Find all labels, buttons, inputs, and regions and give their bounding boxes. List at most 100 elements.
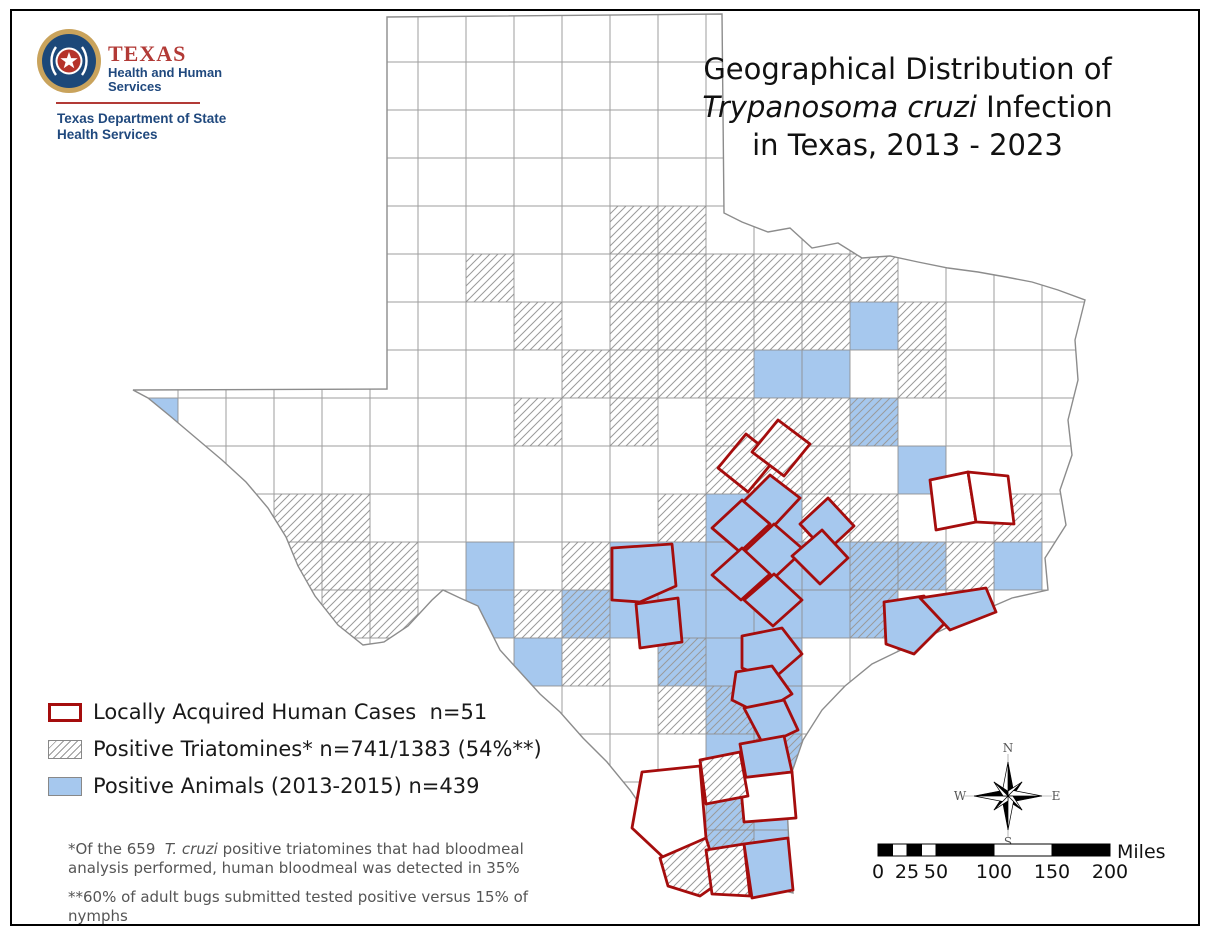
human-case-county-outline	[966, 470, 1016, 526]
human-case-county-outline	[742, 698, 800, 748]
triatomine-positive-county-cell	[322, 542, 370, 590]
red-outline-swatch-icon	[48, 702, 82, 722]
human-case-county-fill	[968, 472, 1014, 524]
compass-west-label: W	[954, 789, 967, 803]
triatomine-positive-county-cell	[898, 350, 946, 398]
triatomine-overlay-cell	[562, 590, 610, 638]
human-case-county-outline	[610, 542, 678, 604]
human-case-county-outline	[698, 750, 750, 806]
compass-north-label: N	[1003, 741, 1014, 755]
human-case-county-fill	[744, 700, 798, 746]
human-case-county-fill	[884, 596, 944, 654]
human-case-county-outline	[750, 418, 812, 478]
human-case-county-fill	[632, 766, 706, 858]
scale-bar-segment	[1051, 843, 1111, 857]
hatched-swatch-icon	[48, 739, 82, 759]
human-case-county-fill	[744, 838, 793, 898]
triatomine-positive-county-cell	[610, 302, 658, 350]
triatomine-positive-county-cell	[274, 494, 322, 542]
animal-positive-county-cell	[514, 638, 562, 686]
animal-positive-county-cell	[466, 542, 514, 590]
triatomine-overlay-cell	[850, 398, 898, 446]
human-case-county-outline	[704, 842, 752, 898]
human-case-county-outline	[710, 546, 772, 602]
triatomine-positive-county-cell	[610, 398, 658, 446]
scale-bar-segment	[935, 843, 995, 857]
triatomine-positive-county-cell	[706, 254, 754, 302]
scale-bar-tick-label: 0	[872, 861, 884, 883]
scale-bar-tick-label: 200	[1092, 861, 1128, 883]
map-title-species-italic: Trypanosoma cruzi	[702, 90, 977, 124]
triatomine-positive-county-cell	[514, 302, 562, 350]
logo-department-name: Texas Department of State Health Service…	[57, 111, 226, 143]
human-case-county-fill	[740, 772, 796, 822]
triatomine-positive-county-cell	[802, 302, 850, 350]
triatomine-positive-county-cell	[850, 494, 898, 542]
animal-positive-county-cell	[133, 398, 178, 446]
scale-bar-segment	[877, 843, 893, 857]
triatomine-positive-county-cell	[658, 254, 706, 302]
human-case-county-outline	[742, 572, 804, 628]
footnote1-pre: *Of the 659	[68, 840, 165, 858]
scale-bar-segment	[921, 843, 937, 857]
legend-item-triatomines: Positive Triatomines* n=741/1383 (54%**)	[48, 736, 542, 762]
triatomine-positive-county-cell	[706, 350, 754, 398]
human-case-county-fill	[930, 472, 976, 530]
logo-agency-subname: Health and Human Services	[108, 66, 222, 94]
human-case-county-outline	[710, 498, 772, 554]
footnote1-post: positive triatomines that had bloodmeal …	[68, 840, 529, 877]
triatomine-positive-county-cell	[562, 350, 610, 398]
human-case-county-outline	[882, 594, 946, 656]
human-case-county-hatch	[700, 752, 748, 804]
human-case-county-hatch	[706, 844, 750, 896]
legend-label-animals: Positive Animals (2013-2015) n=439	[93, 774, 480, 798]
legend-label-human-cases: Locally Acquired Human Cases n=51	[93, 700, 488, 724]
triatomine-positive-county-cell	[946, 542, 994, 590]
triatomine-positive-county-cell	[610, 350, 658, 398]
state-outline	[132, 13, 1086, 894]
triatomine-positive-county-cell	[658, 206, 706, 254]
triatomine-positive-county-cell	[370, 542, 418, 590]
map-title: Geographical Distribution of Trypanosoma…	[630, 50, 1185, 164]
triatomine-positive-county-cell	[754, 302, 802, 350]
scale-bar-tick-label: 100	[976, 861, 1012, 883]
triatomine-positive-county-cell	[658, 350, 706, 398]
triatomine-positive-county-cell	[514, 590, 562, 638]
animal-positive-county-cell	[754, 350, 802, 398]
map-legend: Locally Acquired Human Cases n=51 Positi…	[48, 699, 542, 810]
logo-department-line2: Health Services	[57, 127, 158, 142]
human-case-county-outlines	[610, 418, 1016, 900]
logo-agency-subname-line1: Health and Human	[108, 65, 223, 80]
triatomine-overlay-cell	[850, 542, 898, 590]
scale-bar-segment	[993, 843, 1053, 857]
triatomine-positive-county-cell	[466, 254, 514, 302]
triatomine-positive-county-cell	[850, 254, 898, 302]
animal-positive-county-cell	[994, 542, 1042, 590]
human-case-county-fill	[636, 598, 682, 648]
map-title-line1: Geographical Distribution of	[703, 52, 1112, 86]
compass-point-light-half	[993, 781, 1009, 797]
triatomine-positive-county-cell	[514, 398, 562, 446]
map-title-line2: Trypanosoma cruzi Infection	[630, 88, 1185, 126]
animal-positive-county-cell	[802, 350, 850, 398]
triatomine-positive-county-cell	[658, 302, 706, 350]
legend-item-animals: Positive Animals (2013-2015) n=439	[48, 773, 542, 799]
footnote2-text: **60% of adult bugs submitted tested pos…	[68, 888, 533, 925]
animal-positive-county-cell	[850, 302, 898, 350]
scale-bar: 0 25 50 100 150 200 Miles	[872, 841, 1166, 883]
map-title-line2-rest: Infection	[976, 90, 1113, 124]
triatomine-positive-county-cell	[610, 254, 658, 302]
scale-bar-segment	[892, 843, 908, 857]
triatomine-positive-county-cell	[322, 494, 370, 542]
legend-item-human-cases: Locally Acquired Human Cases n=51	[48, 699, 542, 725]
human-case-county-outline	[742, 836, 795, 900]
logo-department-line1: Texas Department of State	[57, 111, 227, 126]
human-case-county-outline	[634, 596, 684, 650]
page-border	[10, 9, 1200, 926]
scale-bar-unit: Miles	[1117, 841, 1166, 863]
footnote-bloodmeal: *Of the 659 T. cruzi positive triatomine…	[68, 840, 576, 878]
triatomine-positive-county-cell	[802, 254, 850, 302]
legend-label-triatomines: Positive Triatomines* n=741/1383 (54%**)	[93, 737, 542, 761]
